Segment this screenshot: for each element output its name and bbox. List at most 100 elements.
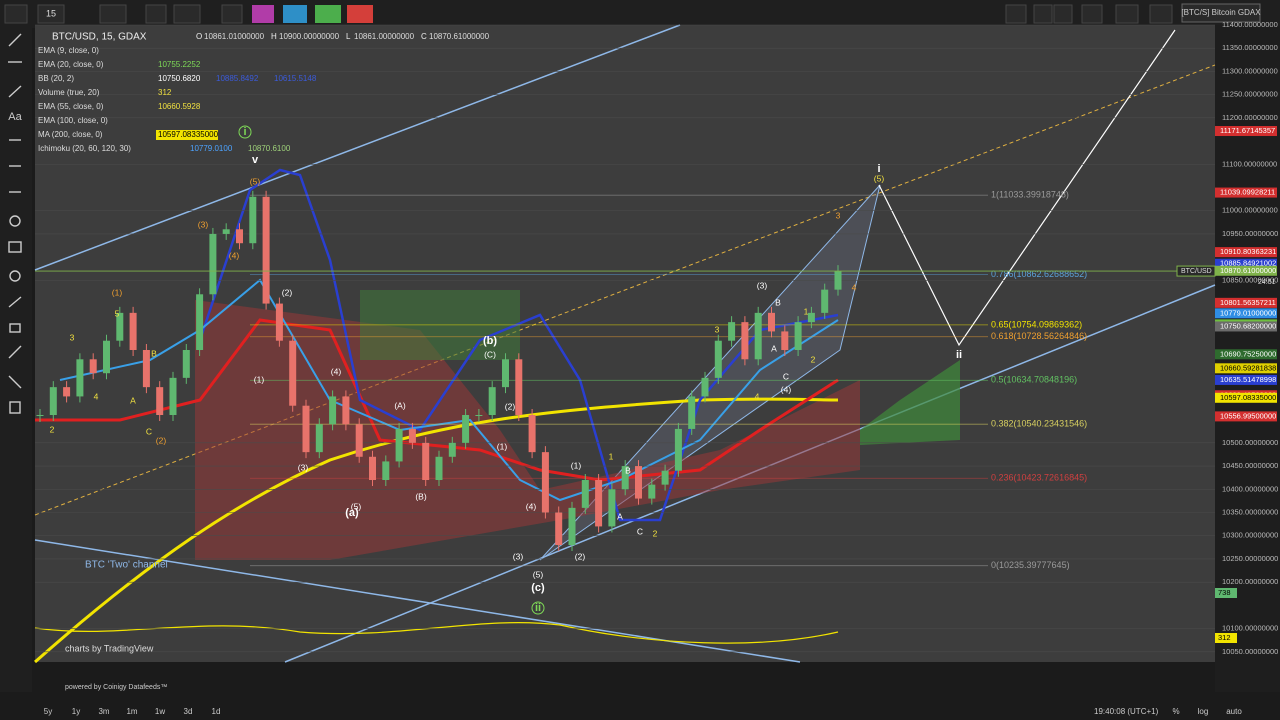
indicator-name[interactable]: EMA (20, close, 0)	[38, 60, 104, 69]
interval: 15	[46, 8, 56, 18]
load-button[interactable]	[1115, 4, 1139, 24]
candle	[275, 303, 283, 341]
scale-option[interactable]: auto	[1226, 707, 1242, 716]
crosshair-button[interactable]	[4, 4, 28, 24]
undo-button[interactable]	[1033, 4, 1053, 24]
legend-symbol[interactable]: BTC/USD, 15, GDAX	[52, 32, 147, 43]
wave-label: (5)	[533, 569, 544, 579]
wave-label: (1)	[112, 287, 123, 297]
brush-tool[interactable]	[8, 85, 22, 98]
indicator-value: 10755.2252	[158, 60, 201, 69]
candle	[182, 350, 190, 378]
wave-label: (2)	[505, 401, 516, 411]
range-button[interactable]: 3d	[184, 707, 193, 716]
ohlc-value: 10861.00000000	[354, 32, 415, 41]
price-label: 10885.84921002	[1220, 259, 1276, 268]
indicator-value: 10779.0100	[190, 144, 233, 153]
wave-label: 5	[115, 308, 120, 318]
fib-label: 0.618(10728.56264846)	[991, 331, 1087, 341]
candle	[768, 312, 775, 332]
text-tool[interactable]: Aa	[8, 111, 22, 123]
redo-button[interactable]	[1053, 4, 1073, 24]
candle	[129, 312, 137, 350]
scale-option[interactable]: log	[1198, 707, 1209, 716]
hide-tool[interactable]	[8, 345, 22, 359]
ma-200	[34, 397, 839, 664]
candle	[76, 359, 84, 397]
clock: 19:40:08 (UTC+1)	[1094, 707, 1159, 716]
range-button[interactable]: 3m	[98, 707, 109, 716]
lock-tool[interactable]	[9, 323, 21, 333]
candle	[342, 396, 350, 425]
volume-label: 738	[1218, 588, 1231, 597]
candle	[834, 271, 842, 290]
indicators-button[interactable]	[173, 4, 201, 24]
interval-button[interactable]	[37, 4, 65, 24]
candle	[608, 489, 616, 527]
wave-label: 4	[852, 282, 857, 292]
scale-option[interactable]: %	[1172, 707, 1179, 716]
snapshot-button[interactable]	[1081, 4, 1103, 24]
indicator-name[interactable]: Ichimoku (20, 60, 120, 30)	[38, 144, 131, 153]
y-tick-label: 11350.00000000	[1222, 43, 1278, 52]
wave-label: (4)	[229, 250, 240, 260]
sell-button[interactable]	[347, 5, 373, 23]
candle	[781, 331, 789, 350]
wave-label: (B)	[415, 491, 427, 501]
range-button[interactable]: 1y	[72, 707, 80, 716]
indicator-name[interactable]: Volume (true, 20)	[38, 88, 100, 97]
y-tick-label: 11000.00000000	[1222, 206, 1278, 215]
powered-by: powered by Coinigy Datafeeds™	[65, 684, 167, 691]
wave-label: (4)	[526, 501, 537, 511]
indicator-name[interactable]: EMA (100, close, 0)	[38, 116, 108, 125]
price-label-box	[1215, 321, 1277, 332]
candle	[794, 322, 802, 350]
watermark: charts by TradingView	[65, 643, 154, 653]
indicator-name[interactable]: MA (200, close, 0)	[38, 130, 103, 139]
wave-label: (C)	[484, 349, 496, 359]
candle	[488, 387, 496, 415]
zoom-tool[interactable]	[9, 215, 21, 227]
candle	[741, 322, 749, 360]
indicator-name[interactable]: BB (20, 2)	[38, 74, 74, 83]
measure-tool[interactable]	[8, 241, 22, 253]
indicator-name[interactable]: EMA (9, close, 0)	[38, 46, 99, 55]
symbol-tag: BTC/USD	[1181, 268, 1212, 275]
fullscreen-button[interactable]	[1005, 4, 1027, 24]
candle	[435, 456, 443, 480]
flag-button[interactable]	[283, 5, 307, 23]
ohlc-key: L	[346, 32, 351, 41]
legend: BTC/USD, 15, GDAX O 10861.01000000 H 10900.0…	[38, 32, 490, 153]
price-label: 11171.67145357	[1220, 126, 1275, 135]
drawing-tools: Aa	[8, 33, 23, 414]
price-label-box	[1215, 349, 1277, 360]
ichimoku-cloud-red	[195, 300, 860, 560]
cube-button[interactable]	[252, 5, 274, 23]
range-button[interactable]: 5y	[44, 707, 52, 716]
candle	[142, 350, 150, 388]
indicator-value: 312	[158, 88, 172, 97]
chart-style-button[interactable]	[99, 4, 127, 24]
price-label: 10660.59281838	[1220, 363, 1276, 372]
settings-button[interactable]	[145, 4, 167, 24]
remove-tools[interactable]	[8, 375, 22, 389]
candle	[821, 289, 829, 313]
range-button[interactable]: 1d	[212, 707, 221, 716]
buy-button[interactable]	[315, 5, 341, 23]
stay-drawing-tool[interactable]	[8, 296, 22, 308]
candle	[408, 428, 416, 443]
compare-button[interactable]	[221, 4, 243, 24]
indicator-name[interactable]: EMA (55, close, 0)	[38, 102, 104, 111]
y-tick-label: 10950.00000000	[1222, 229, 1278, 238]
volume-label-box	[1215, 588, 1237, 598]
wave-circle	[238, 125, 252, 139]
candle	[807, 312, 815, 323]
range-button[interactable]: 1w	[155, 707, 165, 716]
magnet-tool[interactable]	[9, 270, 21, 282]
trend-line-tool[interactable]	[8, 33, 22, 47]
save-button[interactable]	[1149, 4, 1173, 24]
range-button[interactable]: 1m	[126, 707, 137, 716]
trash-tool[interactable]	[9, 401, 21, 414]
wave-label: (2)	[156, 435, 167, 445]
